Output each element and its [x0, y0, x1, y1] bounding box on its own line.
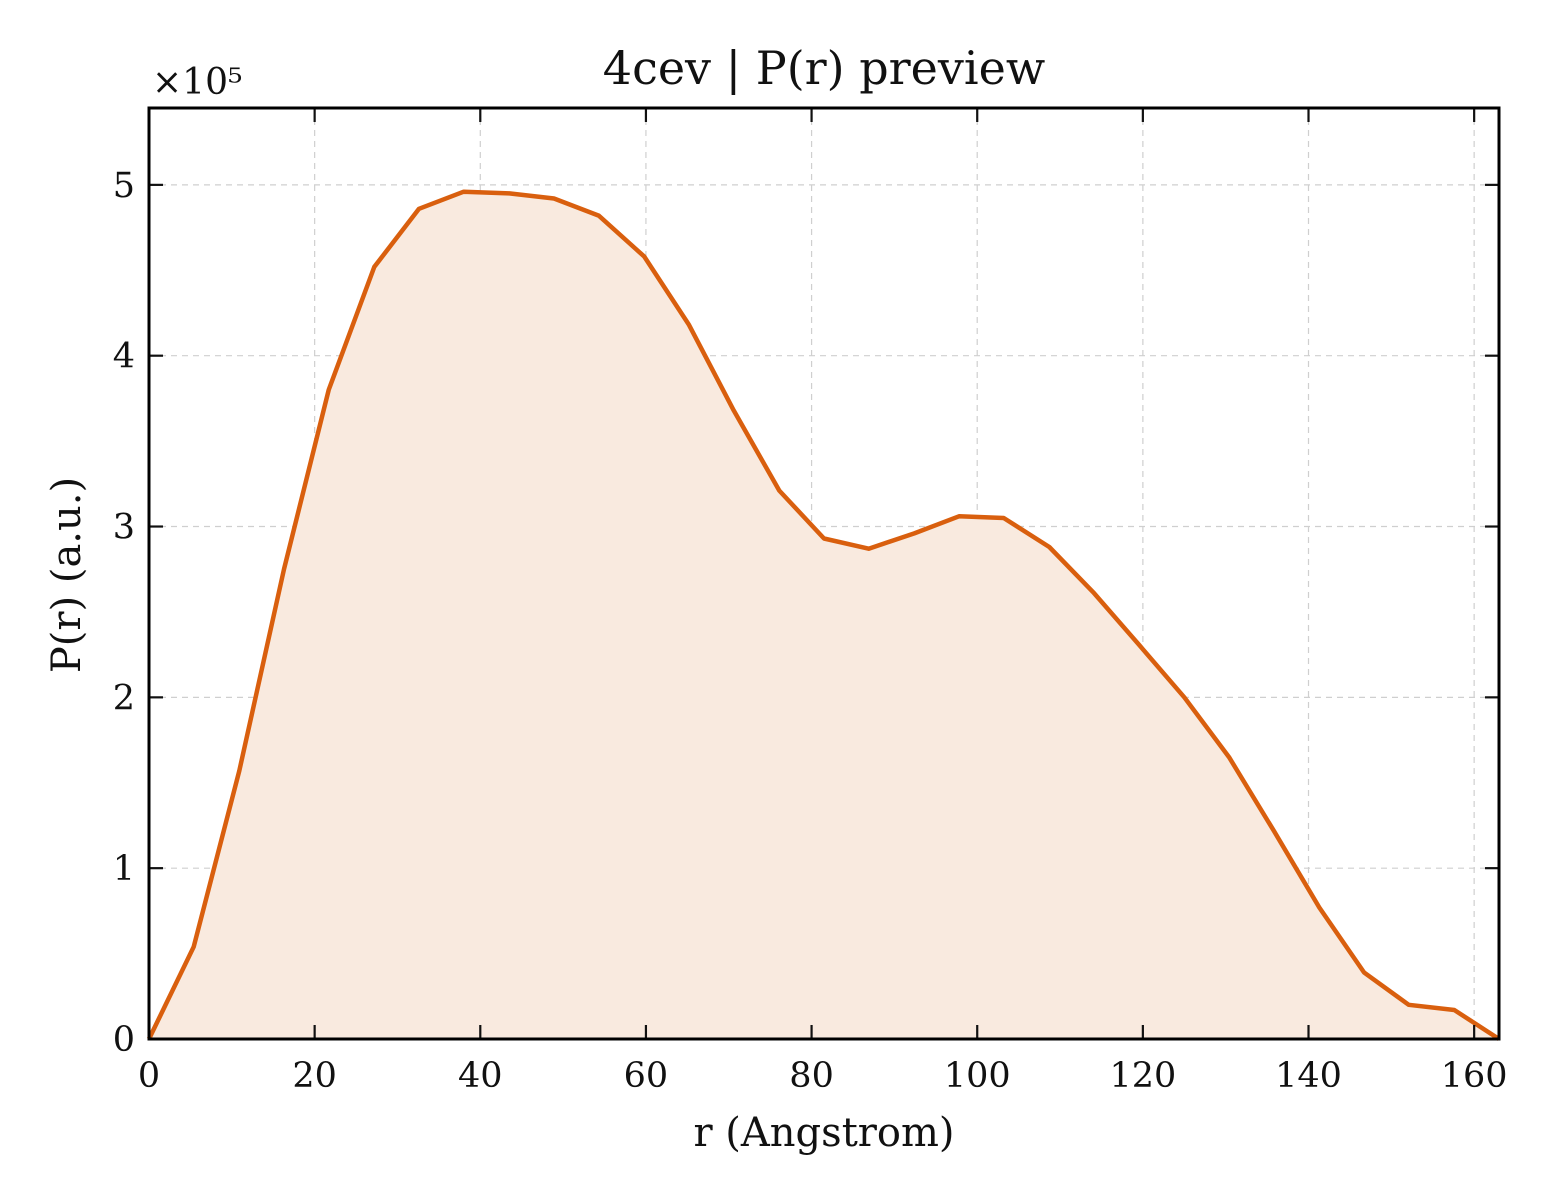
pr-area-fill	[149, 191, 1499, 1039]
y-tick-label: 5	[113, 166, 135, 206]
y-tick-label: 4	[113, 337, 135, 377]
x-tick-label: 0	[138, 1056, 160, 1096]
x-tick-label: 20	[292, 1056, 337, 1096]
x-tick-label: 40	[458, 1056, 503, 1096]
x-tick-label: 160	[1441, 1056, 1508, 1096]
plot-frame	[147, 106, 1501, 1041]
x-tick-label: 140	[1275, 1056, 1342, 1096]
x-tick-label: 120	[1109, 1056, 1176, 1096]
y-tick-label: 3	[113, 508, 135, 548]
x-axis-label: r (Angstrom)	[693, 1110, 954, 1156]
pr-series-line	[146, 189, 1501, 1041]
y-tick-label: 2	[113, 678, 135, 718]
y-tick-label: 1	[113, 849, 135, 889]
x-tick-label: 80	[789, 1056, 834, 1096]
y-scale-multiplier: ×10⁵	[152, 62, 242, 103]
axis-ticks: 0 20 40 60 80 100 120 140 160 0 1 2 3 4 5	[113, 108, 1508, 1096]
y-tick-label: 0	[113, 1020, 135, 1060]
chart-title: 4cev | P(r) preview	[603, 41, 1045, 95]
x-tick-label: 60	[624, 1056, 669, 1096]
x-tick-label: 100	[944, 1056, 1011, 1096]
y-axis-label: P(r) (a.u.)	[44, 477, 90, 673]
